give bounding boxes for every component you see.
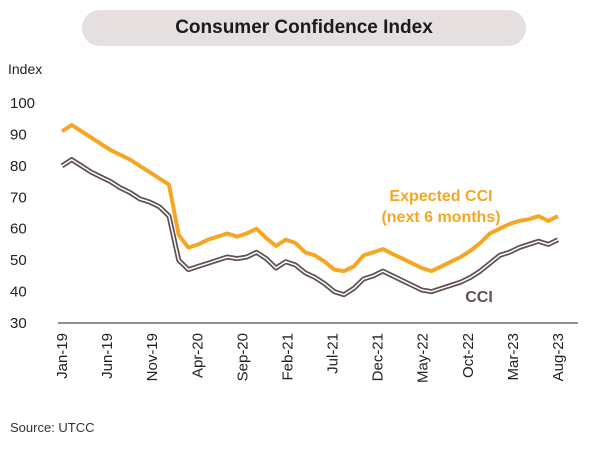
x-tick-label: Mar-23 xyxy=(505,333,522,381)
series-lines xyxy=(60,123,560,298)
expected-cci-label-line1: Expected CCI xyxy=(389,188,492,205)
series-line-cci-core xyxy=(61,158,559,296)
series-line-expected-cci xyxy=(60,123,559,274)
x-tick-label: Feb-21 xyxy=(279,333,296,381)
chart-title-pill: Consumer Confidence Index xyxy=(82,10,526,46)
x-tick-label: Oct-22 xyxy=(460,333,477,378)
y-ticks: 100 90 80 70 60 50 40 30 xyxy=(10,95,35,332)
y-tick-label: 30 xyxy=(10,315,27,332)
x-tick-label: Sep-20 xyxy=(234,333,251,381)
x-tick-label: Dec-21 xyxy=(370,333,387,381)
y-tick-label: 70 xyxy=(10,189,27,206)
x-tick-label: Jun-19 xyxy=(99,333,116,379)
x-tick-label: Aug-23 xyxy=(550,333,567,381)
y-tick-label: 50 xyxy=(10,252,27,269)
y-axis-label: Index xyxy=(8,61,42,77)
y-tick-label: 80 xyxy=(10,158,27,175)
x-tick-label: May-22 xyxy=(415,333,432,383)
x-tick-label: Jan-19 xyxy=(54,333,71,379)
y-tick-label: 100 xyxy=(10,95,35,112)
x-tick-label: Jul-21 xyxy=(325,333,342,374)
y-tick-label: 90 xyxy=(10,126,27,143)
y-tick-label: 40 xyxy=(10,284,27,301)
x-tick-label: Nov-19 xyxy=(144,333,161,381)
cci-label: CCI xyxy=(465,289,493,306)
chart-title: Consumer Confidence Index xyxy=(175,17,433,38)
x-tick-label: Apr-20 xyxy=(189,333,206,378)
y-tick-label: 60 xyxy=(10,221,27,238)
source-note: Source: UTCC xyxy=(10,420,95,435)
expected-cci-label-line2: (next 6 months) xyxy=(381,209,500,226)
x-ticks: Jan-19 Jun-19 Nov-19 Apr-20 Sep-20 Feb-21 Jul-… xyxy=(54,333,567,383)
